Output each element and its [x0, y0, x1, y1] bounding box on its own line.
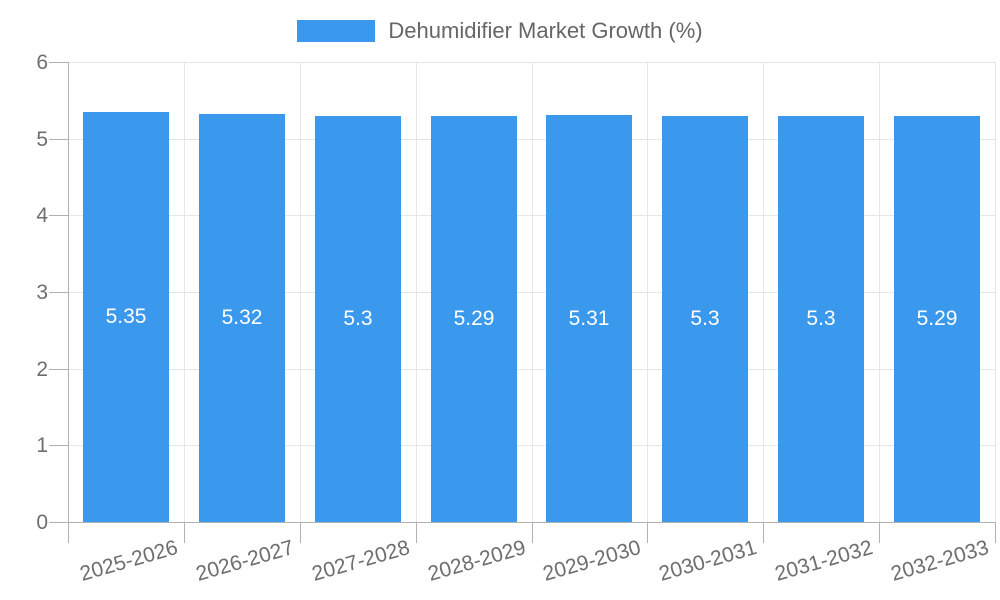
y-axis-label: 3: [36, 281, 48, 304]
y-axis-label: 4: [36, 204, 48, 227]
x-gridline: [647, 62, 648, 522]
bar-value-label: 5.3: [806, 307, 836, 330]
x-axis-tick: [995, 522, 996, 543]
legend-item[interactable]: Dehumidifier Market Growth (%): [0, 18, 1000, 44]
bar[interactable]: 5.29: [894, 116, 980, 522]
bar[interactable]: 5.3: [315, 116, 401, 522]
y-axis-line: [68, 62, 69, 522]
x-axis-tick: [300, 522, 301, 543]
x-gridline: [416, 62, 417, 522]
y-gridline: [68, 292, 995, 293]
y-axis-tick: [49, 215, 68, 216]
bar-value-label: 5.32: [221, 306, 263, 329]
legend-label: Dehumidifier Market Growth (%): [388, 18, 703, 43]
bar-value-label: 5.3: [690, 307, 720, 330]
bar-value-label: 5.35: [105, 305, 147, 328]
bar[interactable]: 5.3: [662, 116, 748, 522]
y-axis-tick: [49, 369, 68, 370]
x-gridline: [184, 62, 185, 522]
y-axis-tick: [49, 445, 68, 446]
x-axis-tick: [184, 522, 185, 543]
y-axis-tick: [49, 139, 68, 140]
y-axis-tick: [49, 522, 68, 523]
x-axis-tick: [647, 522, 648, 543]
bar-value-label: 5.29: [916, 307, 958, 330]
y-gridline: [68, 522, 995, 523]
y-axis-tick: [49, 62, 68, 63]
y-axis-label: 5: [36, 128, 48, 151]
bar-value-label: 5.3: [343, 307, 373, 330]
x-gridline: [763, 62, 764, 522]
bar-value-label: 5.31: [568, 306, 610, 330]
y-gridline: [68, 215, 995, 216]
bar[interactable]: 5.35: [83, 112, 169, 522]
y-gridline: [68, 139, 995, 140]
bar-value-label: 5.29: [453, 307, 495, 330]
x-axis-tick: [68, 522, 69, 543]
bar[interactable]: 5.32: [199, 114, 285, 522]
x-axis-tick: [879, 522, 880, 543]
bar[interactable]: 5.3: [778, 116, 864, 522]
y-axis-label: 2: [36, 358, 48, 381]
legend-swatch: [297, 20, 376, 42]
bar[interactable]: 5.29: [431, 116, 517, 522]
y-gridline: [68, 369, 995, 370]
x-gridline: [300, 62, 301, 522]
y-gridline: [68, 62, 995, 63]
y-axis-tick: [49, 292, 68, 293]
y-axis-label: 6: [36, 51, 48, 74]
y-gridline: [68, 445, 995, 446]
bar[interactable]: 5.31: [546, 115, 632, 522]
y-axis-label: 0: [36, 511, 48, 534]
x-gridline: [995, 62, 996, 522]
x-axis-tick: [763, 522, 764, 543]
x-axis-tick: [416, 522, 417, 543]
x-gridline: [879, 62, 880, 522]
y-axis-label: 1: [36, 434, 48, 457]
x-gridline: [532, 62, 533, 522]
x-axis-tick: [532, 522, 533, 543]
